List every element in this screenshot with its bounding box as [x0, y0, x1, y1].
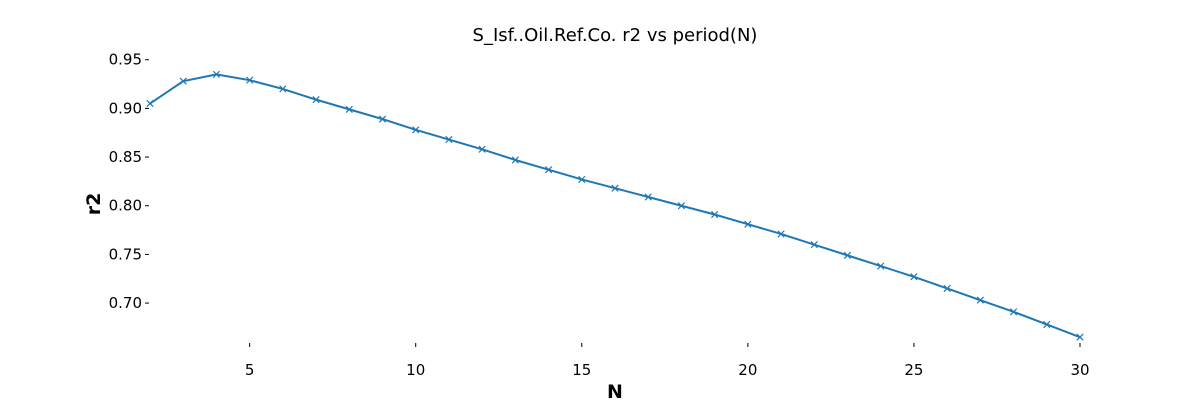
- x-tick-label: 25: [904, 361, 923, 379]
- data-point-marker: [843, 251, 852, 259]
- data-point-marker: [1043, 320, 1051, 329]
- data-point-marker: [1009, 308, 1018, 316]
- data-point-marker: [910, 273, 918, 281]
- data-point-marker: [445, 135, 453, 144]
- y-axis-label: r2: [83, 193, 105, 216]
- data-point-marker: [1076, 333, 1084, 341]
- data-point-marker: [877, 262, 885, 270]
- y-tick-label: 0.80: [109, 197, 142, 215]
- data-point-marker: [179, 77, 187, 85]
- chart-title: S_Isf..Oil.Ref.Co. r2 vs period(N): [473, 25, 758, 46]
- data-point-marker: [777, 230, 785, 238]
- y-tick-label: 0.95: [109, 51, 142, 69]
- x-axis: 5 10 15 20 25 30: [245, 343, 1090, 379]
- data-point-marker: [810, 241, 818, 249]
- y-axis: 0.70 0.75 0.80 0.85 0.90 0.95: [109, 51, 149, 312]
- data-point-marker: [611, 184, 619, 192]
- data-point-marker: [478, 145, 486, 153]
- x-axis-label: N: [607, 381, 623, 400]
- data-point-marker: [644, 193, 652, 201]
- data-point-marker: [544, 166, 553, 174]
- y-tick-label: 0.70: [109, 294, 142, 312]
- data-point-marker: [345, 105, 353, 113]
- y-tick-label: 0.90: [109, 99, 142, 117]
- y-tick-label: 0.75: [109, 245, 142, 263]
- x-tick-label: 10: [406, 361, 425, 379]
- plot-area: [146, 70, 1084, 341]
- x-tick-label: 15: [572, 361, 591, 379]
- data-point-marker: [511, 156, 519, 164]
- data-point-marker: [744, 220, 752, 228]
- y-tick-label: 0.85: [109, 148, 142, 166]
- x-tick-label: 20: [738, 361, 757, 379]
- data-point-marker: [677, 202, 686, 210]
- data-point-marker: [279, 85, 287, 93]
- data-point-marker: [312, 96, 320, 104]
- data-point-marker: [378, 115, 387, 123]
- data-point-marker: [943, 284, 951, 293]
- x-tick-label: 5: [245, 361, 255, 379]
- data-point-marker: [212, 70, 221, 78]
- series-line: [149, 73, 1081, 339]
- x-tick-label: 30: [1070, 361, 1089, 379]
- data-point-marker: [412, 126, 420, 134]
- data-point-marker: [146, 99, 154, 108]
- data-point-marker: [246, 76, 254, 84]
- data-point-marker: [578, 175, 586, 184]
- data-point-marker: [711, 210, 719, 219]
- data-point-marker: [976, 296, 984, 304]
